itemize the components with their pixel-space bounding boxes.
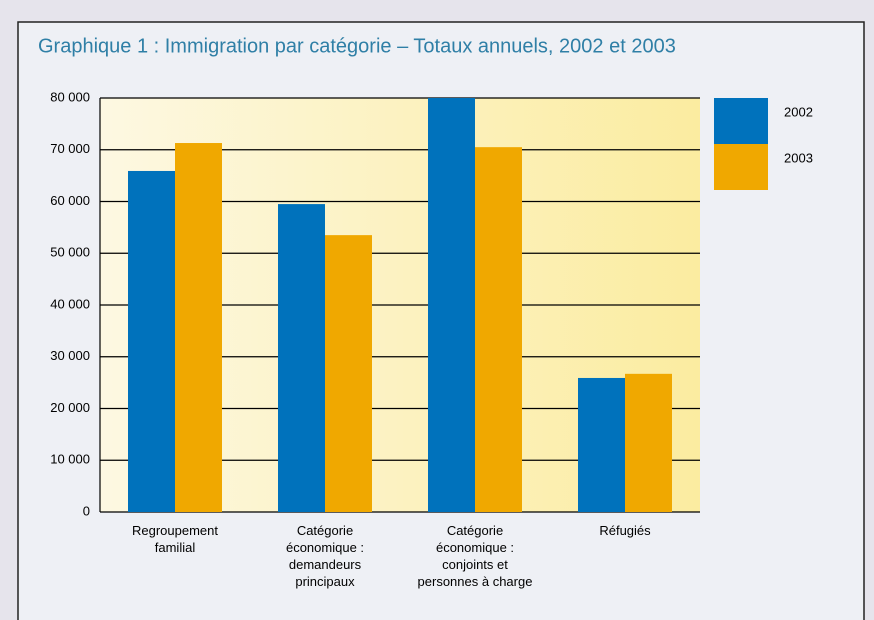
y-tick-label: 70 000 — [50, 141, 90, 156]
x-tick-label: Catégorie économique : demandeurs princi… — [285, 523, 365, 589]
legend-swatch — [714, 98, 768, 144]
y-tick-label: 80 000 — [50, 89, 90, 104]
x-tick-label: Catégorie économique : conjoints et pers… — [417, 523, 533, 589]
chart-title: Graphique 1 : Immigration par catégorie … — [38, 35, 676, 57]
y-tick-label: 10 000 — [50, 452, 90, 467]
bar — [278, 204, 325, 512]
x-tick-label: Regroupement familial — [132, 523, 218, 555]
y-tick-label: 20 000 — [50, 400, 90, 415]
bar — [175, 143, 222, 512]
bar — [625, 373, 672, 512]
legend-swatch — [714, 144, 768, 190]
bar — [428, 98, 475, 512]
y-tick-label: 30 000 — [50, 348, 90, 363]
bar — [325, 235, 372, 512]
legend-label: 2002 — [784, 104, 813, 119]
y-tick-label: 50 000 — [50, 245, 90, 260]
bar — [475, 147, 522, 512]
x-tick-label: Réfugiés — [599, 523, 651, 538]
y-tick-label: 60 000 — [50, 193, 90, 208]
legend-label: 2003 — [784, 150, 813, 165]
bar — [578, 377, 625, 512]
y-tick-label: 40 000 — [50, 296, 90, 311]
bar — [128, 170, 175, 512]
y-tick-label: 0 — [83, 503, 90, 518]
